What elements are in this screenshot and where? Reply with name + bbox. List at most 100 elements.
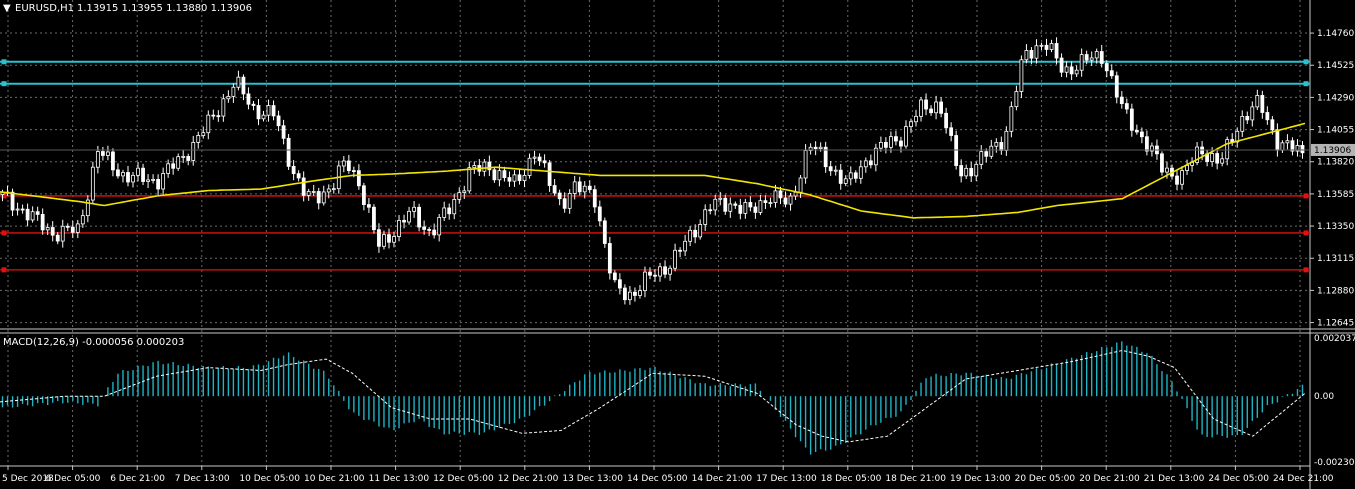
candle-up (1039, 44, 1044, 47)
candle-down (929, 108, 933, 114)
candle-up (1165, 167, 1169, 173)
candle-up (472, 165, 477, 169)
candle-up (1009, 106, 1014, 132)
candle-down (1175, 175, 1179, 185)
candle-up (15, 208, 20, 211)
support-anchor[interactable] (1, 267, 7, 273)
candle-down (281, 125, 286, 139)
candle-down (1139, 131, 1144, 138)
candle-down (783, 197, 788, 205)
candle-up (1220, 158, 1225, 164)
candle-up (718, 197, 723, 200)
candle-up (904, 126, 908, 147)
candle-down (1300, 145, 1305, 154)
candle-down (1044, 44, 1049, 50)
candle-up (1004, 130, 1009, 151)
candle-up (1064, 66, 1069, 73)
candle-up (858, 166, 863, 179)
candle-down (35, 211, 40, 215)
candle-up (266, 105, 271, 116)
candle-down (778, 190, 783, 199)
support-anchor[interactable] (1303, 230, 1309, 236)
price-tick-label: 1.13115 (1317, 254, 1354, 264)
candle-up (191, 141, 196, 161)
candle-up (397, 220, 401, 237)
macd-label: MACD(12,26,9) -0.000056 0.000203 (3, 337, 184, 348)
support-anchor[interactable] (1303, 193, 1309, 199)
resistance-anchor[interactable] (1303, 81, 1309, 87)
candle-down (868, 160, 873, 166)
candle-up (703, 209, 708, 225)
candle-down (597, 206, 602, 222)
candle-down (216, 115, 221, 118)
resistance-anchor[interactable] (1, 59, 7, 65)
candle-up (1089, 57, 1094, 61)
candle-up (582, 185, 587, 193)
time-tick-label: 18 Dec 21:00 (885, 474, 946, 484)
candle-up (788, 195, 793, 205)
candle-up (392, 236, 396, 243)
candle-up (803, 150, 808, 179)
candle-down (156, 179, 161, 190)
resistance-anchor[interactable] (1, 81, 7, 87)
symbol-menu-arrow-icon[interactable]: ▼ (3, 3, 11, 14)
candle-down (617, 279, 622, 289)
candle-up (843, 178, 848, 184)
candle-up (818, 146, 823, 150)
candle-down (838, 169, 843, 184)
moving-average-line (0, 122, 1306, 219)
candle-down (387, 234, 391, 243)
candle-down (678, 249, 683, 252)
candle-down (432, 229, 437, 236)
candle-up (527, 157, 532, 176)
candle-up (331, 188, 336, 191)
candle-up (321, 191, 326, 204)
price-tick-label: 1.14290 (1317, 93, 1354, 103)
horizontal-levels[interactable] (0, 59, 1310, 273)
candle-down (1290, 140, 1295, 152)
candle-down (813, 146, 818, 150)
candle-up (45, 227, 50, 231)
candle-down (346, 160, 351, 172)
candle-up (90, 166, 95, 201)
candle-down (602, 220, 607, 244)
candle-up (934, 101, 938, 114)
candle-up (1079, 54, 1084, 71)
candle-down (823, 146, 828, 168)
candle-down (1054, 43, 1059, 59)
candle-down (1029, 50, 1034, 59)
support-anchor[interactable] (1303, 267, 1309, 273)
support-anchor[interactable] (1, 230, 7, 236)
candle-down (186, 156, 191, 161)
candle-down (361, 185, 366, 205)
candle-down (853, 172, 858, 179)
candle-down (502, 170, 507, 178)
candle-up (206, 114, 211, 134)
candle-up (728, 203, 733, 212)
candle-up (176, 156, 181, 169)
resistance-anchor[interactable] (1303, 59, 1309, 65)
macd-signal-line (0, 349, 1306, 443)
candle-down (447, 207, 452, 215)
candle-down (492, 169, 497, 181)
candle-up (1180, 170, 1184, 185)
price-tick-label: 1.13820 (1317, 158, 1354, 168)
candle-down (422, 226, 427, 230)
time-tick-label: 18 Dec 05:00 (821, 474, 882, 484)
candle-down (55, 234, 60, 242)
candle-up (382, 234, 386, 247)
candle-down (999, 142, 1004, 151)
candle-down (738, 204, 743, 214)
time-tick-label: 7 Dec 13:00 (175, 474, 230, 484)
candle-down (251, 103, 256, 106)
candle-up (1280, 142, 1285, 151)
support-anchor[interactable] (1, 193, 7, 199)
candle-down (648, 271, 652, 276)
candle-down (547, 162, 552, 186)
candle-down (286, 137, 291, 167)
candle-up (457, 192, 462, 200)
candle-down (828, 166, 833, 172)
candle-up (914, 115, 918, 123)
chart-ohlc: 1.13915 1.13955 1.13880 1.13906 (77, 3, 252, 14)
